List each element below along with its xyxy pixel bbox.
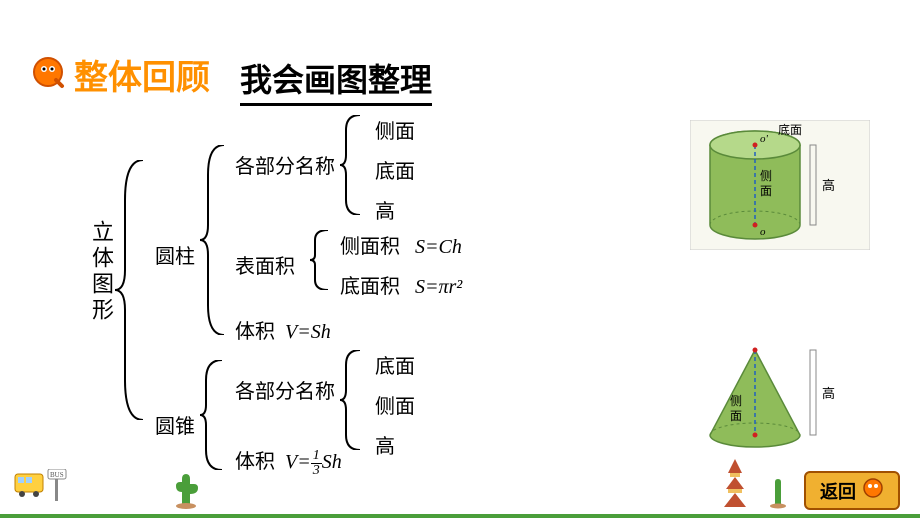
cone-diagram: 侧 面 高 — [690, 340, 870, 460]
cactus-icon — [170, 474, 200, 514]
brace-cone — [200, 360, 224, 470]
svg-text:BUS: BUS — [50, 471, 64, 479]
brace-cyl-parts — [340, 115, 362, 215]
return-icon — [862, 477, 884, 504]
return-label: 返回 — [820, 478, 856, 504]
brace-cylinder — [200, 145, 226, 335]
cyl-label-top: 底面 — [778, 122, 802, 137]
brace-root — [115, 160, 145, 420]
header: 整体回顾 — [30, 50, 210, 99]
svg-text:面: 面 — [760, 184, 772, 198]
cone-volume: 体积 V=13Sh — [235, 445, 342, 478]
cone-parts: 各部分名称 — [235, 375, 335, 404]
cyl-label-height: 高 — [822, 178, 835, 193]
cactus2-icon — [765, 479, 790, 514]
branch-cylinder: 圆柱 — [155, 240, 195, 269]
subtitle: 我会画图整理 — [240, 55, 432, 106]
cyl-leaf-base: 底面 — [375, 155, 415, 184]
green-line — [0, 514, 920, 518]
brace-cyl-surface — [310, 230, 330, 290]
label-o: o — [760, 226, 766, 238]
svg-text:面: 面 — [730, 409, 742, 423]
cylinder-diagram: o' o 底面 侧 面 高 — [690, 120, 870, 250]
cone-leaf-height: 高 — [375, 430, 395, 459]
cyl-side-area: 侧面积 S=Ch — [340, 230, 462, 259]
branch-cone: 圆锥 — [155, 410, 195, 439]
brace-cone-parts — [340, 350, 362, 450]
cone-label-height: 高 — [822, 386, 835, 401]
cyl-volume: 体积 V=Sh — [235, 315, 331, 344]
tower-icon — [720, 459, 750, 514]
q-logo-icon — [30, 54, 66, 95]
cyl-parts: 各部分名称 — [235, 150, 335, 179]
cyl-leaf-side: 侧面 — [375, 115, 415, 144]
return-button[interactable]: 返回 — [804, 471, 900, 510]
cone-leaf-side: 侧面 — [375, 390, 415, 419]
bus-stop-icon: BUS — [10, 469, 70, 514]
cone-label-side: 侧 — [730, 394, 742, 408]
tree-root: 立体图形 — [85, 220, 117, 324]
label-o2: o' — [760, 133, 769, 145]
cone-leaf-base: 底面 — [375, 350, 415, 379]
cyl-leaf-height: 高 — [375, 195, 395, 224]
cyl-base-area: 底面积 S=πr² — [340, 270, 462, 299]
header-title: 整体回顾 — [74, 50, 210, 99]
cyl-label-side: 侧 — [760, 169, 772, 183]
cyl-surface: 表面积 — [235, 250, 295, 279]
